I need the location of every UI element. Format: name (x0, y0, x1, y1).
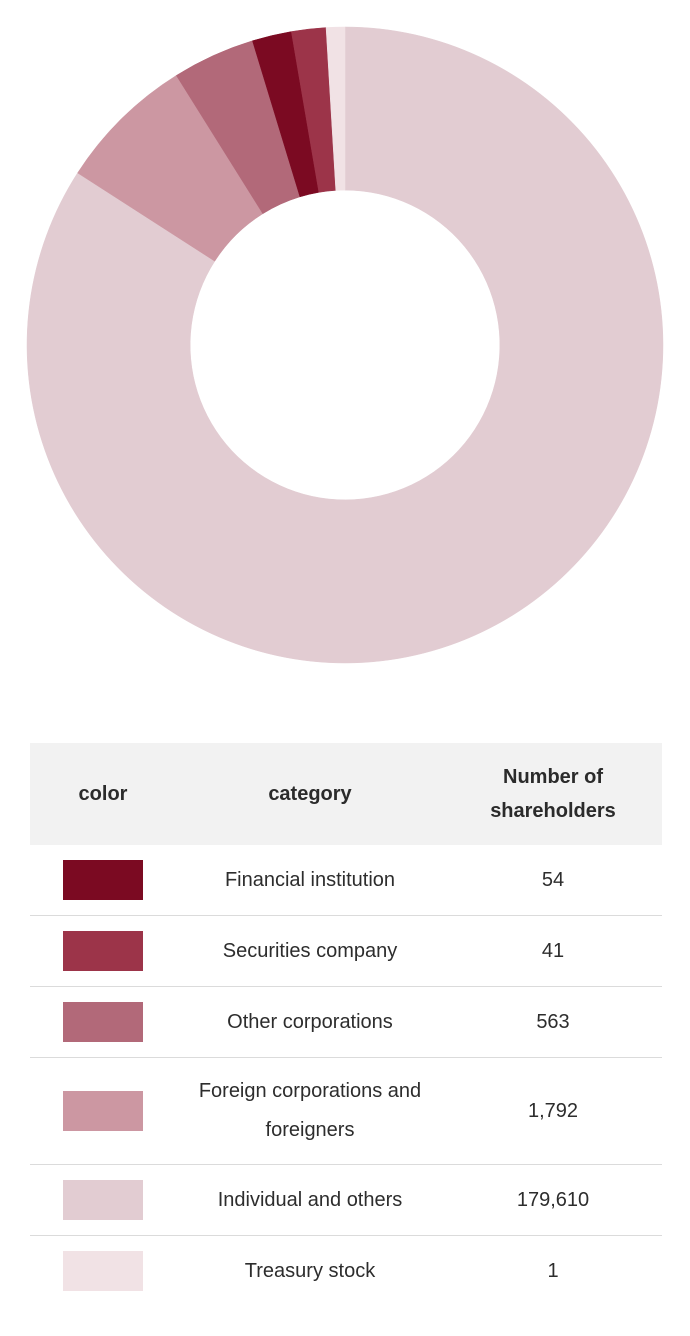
count-cell: 179,610 (516, 1189, 590, 1211)
color-cell (30, 931, 176, 971)
category-cell: Individual and others (217, 1188, 403, 1211)
color-swatch (63, 1091, 143, 1131)
color-swatch (63, 1180, 143, 1220)
category-cell: Treasury stock (244, 1259, 376, 1282)
header-number-of-shareholders: Number of shareholders (490, 766, 616, 822)
category-cell: Other corporations (227, 1010, 393, 1033)
shareholders-table: color category Number of shareholders Fi… (30, 743, 662, 1306)
header-color: color (78, 782, 128, 805)
category-cell: Financial institution (224, 868, 396, 891)
count-cell: 41 (541, 940, 565, 962)
table-row-other-corporations: Other corporations 563 (30, 986, 662, 1057)
category-cell: Foreign corporations and foreigners (198, 1080, 422, 1141)
color-swatch (63, 1251, 143, 1291)
count-cell: 563 (536, 1011, 570, 1033)
category-cell: Securities company (222, 939, 398, 962)
donut-segment-individual-and-others (26, 26, 664, 664)
color-swatch (63, 860, 143, 900)
header-category: category (268, 782, 352, 805)
donut-segment-treasury-stock (325, 26, 346, 191)
table-row-foreign-corporations-and-foreigners: Foreign corporations and foreigners 1,79… (30, 1057, 662, 1164)
shareholder-composition-donut-chart (26, 26, 664, 664)
count-cell: 1,792 (527, 1100, 579, 1122)
color-swatch (63, 1002, 143, 1042)
count-cell: 1 (547, 1260, 559, 1282)
donut-chart-svg (26, 26, 664, 664)
table-row-financial-institution: Financial institution 54 (30, 845, 662, 915)
table-body: Financial institution 54 Securities comp… (30, 845, 662, 1306)
color-cell (30, 860, 176, 900)
table-row-individual-and-others: Individual and others 179,610 (30, 1164, 662, 1235)
table-row-securities-company: Securities company 41 (30, 915, 662, 986)
color-swatch (63, 931, 143, 971)
color-cell (30, 1002, 176, 1042)
color-cell (30, 1251, 176, 1291)
color-cell (30, 1180, 176, 1220)
table-header-row: color category Number of shareholders (30, 743, 662, 845)
color-cell (30, 1091, 176, 1131)
count-cell: 54 (541, 869, 565, 891)
table-row-treasury-stock: Treasury stock 1 (30, 1235, 662, 1306)
